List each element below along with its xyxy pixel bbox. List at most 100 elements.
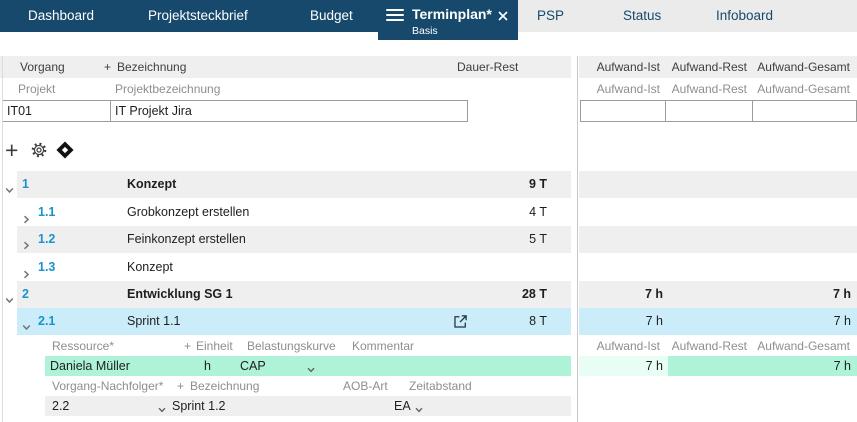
- task-number: 1.1: [38, 205, 56, 219]
- task-number: 2: [22, 287, 29, 301]
- chevron-down-icon[interactable]: [414, 401, 426, 413]
- add-resource-button[interactable]: +: [184, 339, 192, 353]
- column-header-row: Vorgang + Bezeichnung Dauer-Rest Aufwand…: [0, 56, 857, 78]
- table-row[interactable]: 1 Konzept 9 T: [0, 171, 857, 198]
- chevron-down-icon[interactable]: [21, 316, 33, 331]
- successor-header-row: Vorgang-Nachfolger* + Bezeichnung AOB-Ar…: [0, 377, 857, 396]
- project-name-label: Projektbezeichnung: [115, 82, 221, 96]
- task-dauer-rest: 9 T: [528, 177, 547, 191]
- task-name: Entwicklung SG 1: [127, 287, 233, 301]
- task-dauer-rest: 8 T: [529, 314, 547, 328]
- tab-status[interactable]: Status: [623, 8, 662, 23]
- successor-row[interactable]: 2.2 Sprint 1.2 EA: [0, 396, 857, 416]
- chevron-right-icon[interactable]: [21, 262, 33, 279]
- task-aufwand-gesamt: 7 h: [832, 287, 851, 301]
- task-dauer-rest: 28 T: [521, 287, 547, 301]
- col-kommentar-label: Kommentar: [352, 339, 415, 353]
- table-row[interactable]: 1.1 Grobkonzept erstellen 4 T: [0, 198, 857, 226]
- close-icon[interactable]: [497, 9, 509, 21]
- chevron-down-icon[interactable]: [157, 401, 169, 413]
- chevron-down-icon[interactable]: [4, 289, 16, 304]
- task-number: 1.3: [38, 260, 56, 274]
- open-external-icon[interactable]: [452, 313, 470, 331]
- tab-bar: Dashboard Projektsteckbrief Budget Termi…: [0, 0, 857, 40]
- table-row[interactable]: 2 Entwicklung SG 1 28 T 7 h 7 h: [0, 281, 857, 308]
- milestone-diamond-icon[interactable]: [56, 141, 74, 164]
- task-dauer-rest: 5 T: [529, 232, 547, 246]
- col-succ-bezeichnung-label: Bezeichnung: [190, 379, 260, 393]
- task-name: Feinkonzept erstellen: [127, 232, 246, 246]
- task-aufwand-ist: 7 h: [644, 287, 663, 301]
- project-aufwand-ist-input[interactable]: [580, 100, 666, 122]
- resource-aufwand-ist: 7 h: [645, 359, 663, 373]
- chevron-down-icon[interactable]: [4, 179, 16, 194]
- tab-infoboard[interactable]: Infoboard: [716, 8, 774, 23]
- project-name-input[interactable]: [110, 100, 468, 122]
- task-name: Grobkonzept erstellen: [127, 205, 250, 219]
- task-aufwand-gesamt: 7 h: [833, 314, 851, 328]
- project-id-input[interactable]: [2, 100, 111, 122]
- col-bezeichnung-label: Bezeichnung: [117, 60, 187, 74]
- col-aob-art-label: AOB-Art: [343, 379, 388, 393]
- tab-budget[interactable]: Budget: [310, 8, 353, 23]
- successor-aob-select[interactable]: EA: [394, 399, 411, 413]
- add-row-icon[interactable]: +: [5, 137, 19, 163]
- resource-header-row: Ressource* + Einheit Belastungskurve Kom…: [0, 337, 857, 356]
- chevron-right-icon[interactable]: [21, 207, 33, 224]
- resource-aufwand-gesamt: 7 h: [833, 359, 851, 373]
- resource-einheit[interactable]: h: [204, 359, 211, 373]
- tab-dashboard[interactable]: Dashboard: [28, 8, 95, 23]
- add-successor-button[interactable]: +: [177, 379, 185, 393]
- resource-belastungskurve-select[interactable]: CAP: [240, 359, 266, 373]
- col-aufwand-ist-label: Aufwand-Ist: [596, 60, 660, 74]
- tab-psp[interactable]: PSP: [537, 8, 565, 23]
- table-row-selected[interactable]: 2.1 Sprint 1.1 8 T 7 h 7 h: [0, 308, 857, 335]
- task-name: Sprint 1.1: [127, 314, 181, 328]
- panel-divider-line[interactable]: [577, 56, 578, 422]
- panel-divider-gap: [571, 56, 579, 422]
- resource-row[interactable]: Daniela Müller h CAP 7 h 7 h: [0, 356, 857, 376]
- col-res-aufwand-ist-label: Aufwand-Ist: [596, 339, 660, 353]
- project-aufwand-gesamt-label: Aufwand-Gesamt: [757, 82, 850, 96]
- project-aufwand-rest-label: Aufwand-Rest: [671, 82, 747, 96]
- task-number: 1: [22, 177, 29, 191]
- col-dauer-rest-label: Dauer-Rest: [457, 60, 519, 74]
- col-vorgang-label: Vorgang: [20, 60, 65, 74]
- tab-projektsteckbrief[interactable]: Projektsteckbrief: [148, 8, 248, 23]
- col-zeitabstand-label: Zeitabstand: [409, 379, 472, 393]
- project-label-row: Projekt Projektbezeichnung Aufwand-Ist A…: [0, 78, 857, 100]
- chevron-down-icon[interactable]: [306, 361, 318, 373]
- resource-name[interactable]: Daniela Müller: [50, 359, 130, 373]
- settings-gear-icon[interactable]: [30, 141, 48, 164]
- grid-toolbar: +: [0, 137, 120, 164]
- menu-icon[interactable]: [386, 9, 404, 23]
- task-number: 2.1: [38, 314, 56, 328]
- col-einheit-label: Einheit: [196, 339, 233, 353]
- active-tab-sublabel: Basis: [412, 25, 438, 37]
- col-res-aufwand-rest-label: Aufwand-Rest: [671, 339, 747, 353]
- task-aufwand-ist: 7 h: [645, 314, 663, 328]
- col-aufwand-gesamt-label: Aufwand-Gesamt: [757, 60, 850, 74]
- col-belastungskurve-label: Belastungskurve: [247, 339, 336, 353]
- task-dauer-rest: 4 T: [529, 205, 547, 219]
- task-name: Konzept: [127, 177, 177, 191]
- successor-name: Sprint 1.2: [172, 399, 226, 413]
- add-task-button[interactable]: +: [104, 60, 112, 74]
- task-name: Konzept: [127, 260, 173, 274]
- col-aufwand-rest-label: Aufwand-Rest: [671, 60, 747, 74]
- table-row[interactable]: 1.3 Konzept: [0, 253, 857, 281]
- project-type-label: Projekt: [18, 82, 56, 96]
- active-tab-label: Terminplan*: [412, 6, 492, 22]
- project-aufwand-rest-input[interactable]: [665, 100, 753, 122]
- chevron-right-icon[interactable]: [21, 234, 33, 250]
- tab-terminplan-active[interactable]: Terminplan* Basis: [378, 0, 518, 40]
- project-aufwand-gesamt-input[interactable]: [752, 100, 857, 122]
- grid-left-border: [2, 56, 3, 422]
- successor-number-select[interactable]: 2.2: [52, 399, 70, 413]
- project-aufwand-ist-label: Aufwand-Ist: [596, 82, 660, 96]
- col-nachfolger-label: Vorgang-Nachfolger*: [52, 379, 164, 393]
- project-input-row: [0, 100, 857, 123]
- table-row[interactable]: 1.2 Feinkonzept erstellen 5 T: [0, 226, 857, 253]
- task-number: 1.2: [38, 232, 56, 246]
